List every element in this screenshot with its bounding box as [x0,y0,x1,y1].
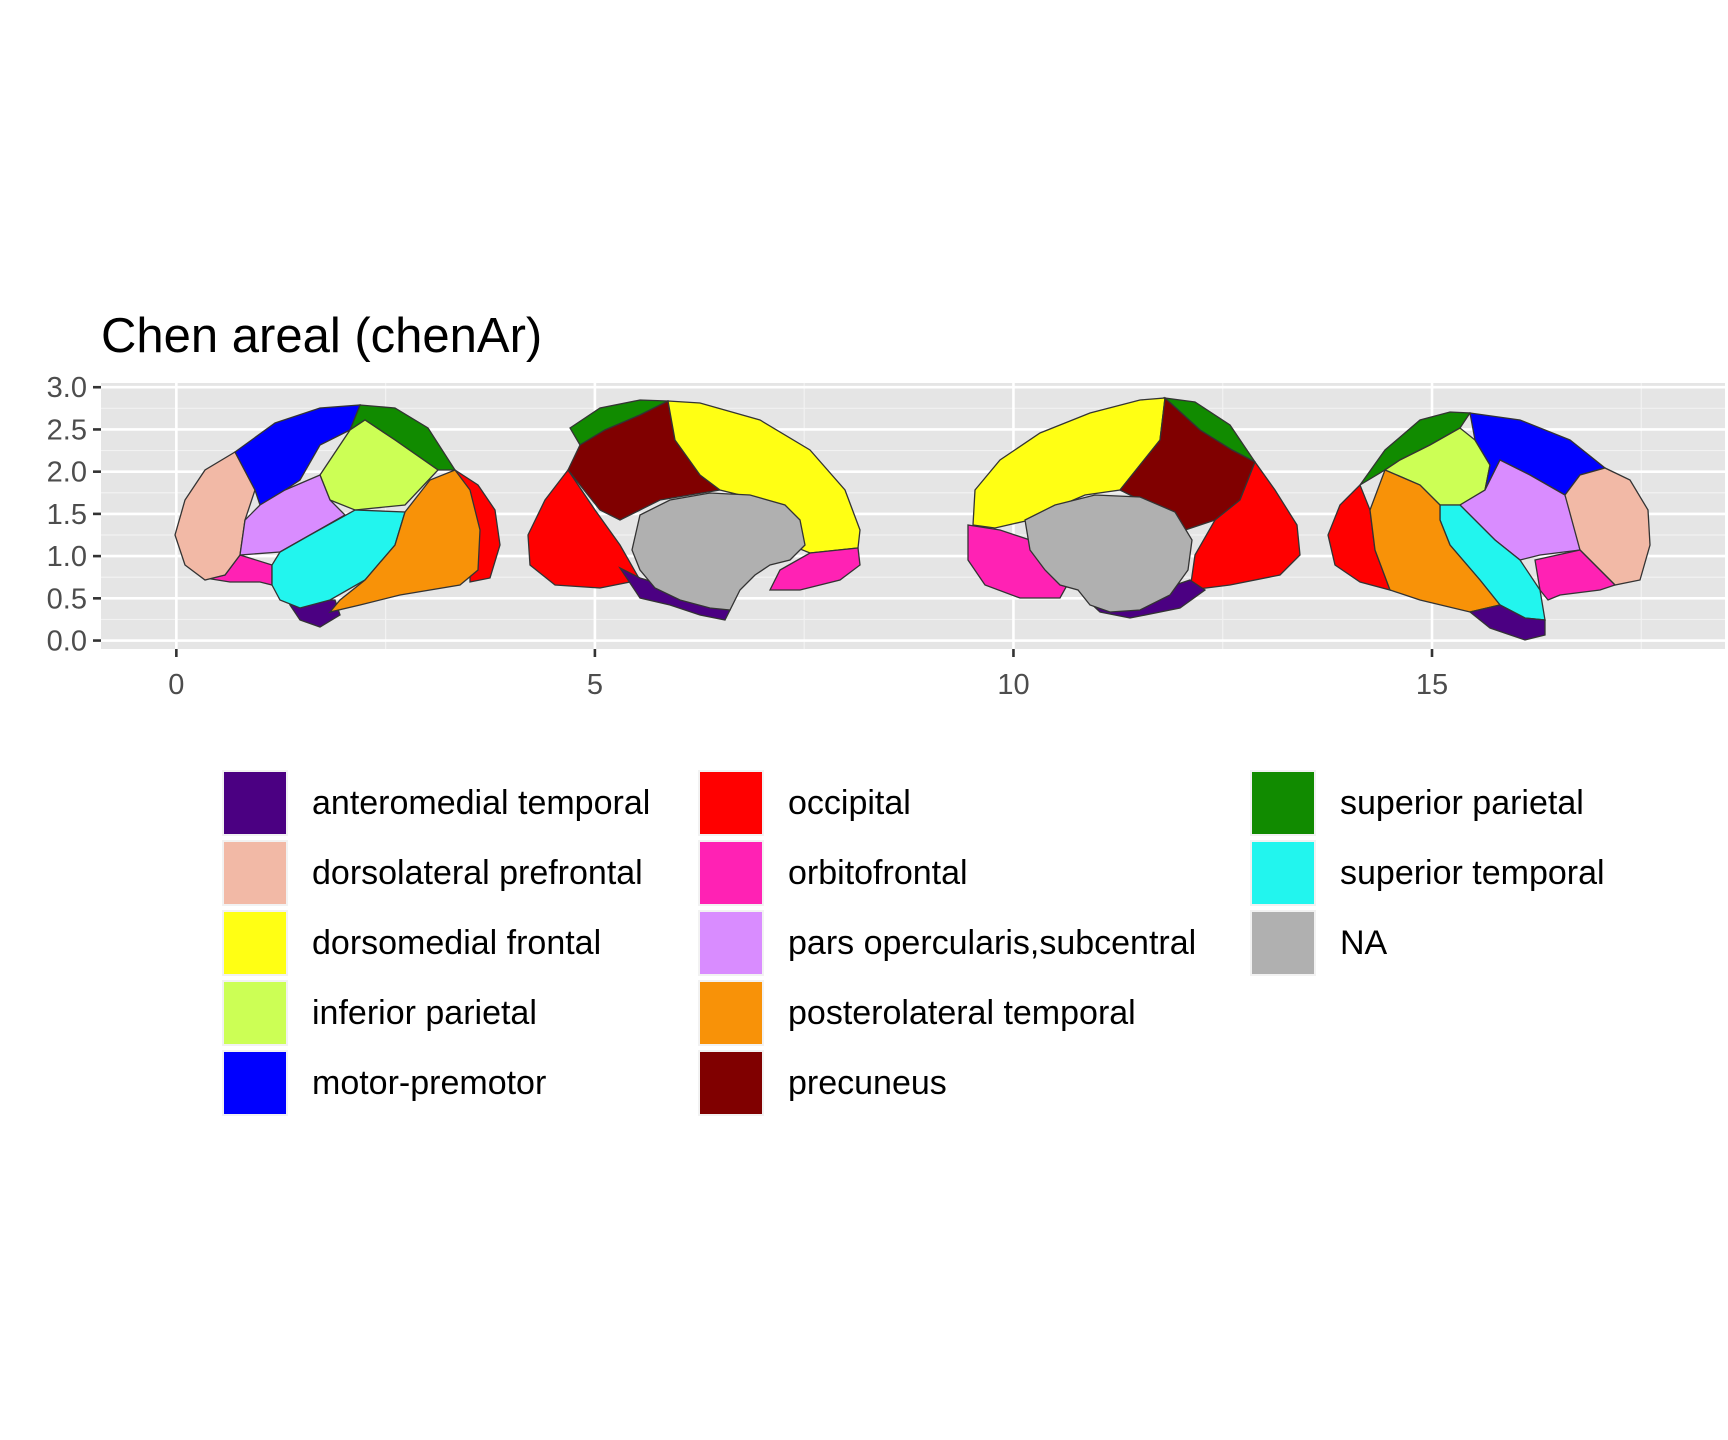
region-occipital [527,468,642,589]
region-anteromedial-temporal [1468,604,1546,641]
x-tick-label: 0 [168,669,184,701]
legend-item-orbitofrontal: orbitofrontal [698,838,968,908]
legend-item-occipital: occipital [698,768,911,838]
chart-title: Chen areal (chenAr) [101,309,543,363]
legend-label: motor-premotor [312,1063,547,1102]
legend-item-superior-temporal: superior temporal [1250,838,1605,908]
legend-label: inferior parietal [312,993,537,1032]
legend-label: anteromedial temporal [312,783,651,822]
region-na [1024,494,1193,613]
y-tick-label: 1.5 [47,499,87,531]
legend: anteromedial temporal dorsolateral prefr… [222,768,1672,1128]
region-orbitofrontal [967,524,1071,599]
legend-item-precuneus: precuneus [698,1048,947,1118]
legend-item-motor-premotor: motor-premotor [222,1048,546,1118]
legend-swatch [698,770,764,836]
legend-item-superior-parietal: superior parietal [1250,768,1584,838]
region-superior-temporal [271,509,406,609]
x-tick-label: 15 [1416,669,1448,701]
region-orbitofrontal [1534,549,1617,601]
region-posterolateral-temporal [328,469,481,614]
legend-label: orbitofrontal [788,853,968,892]
y-tick-label: 2.0 [47,457,87,489]
legend-label: dorsolateral prefrontal [312,853,643,892]
region-na [631,492,806,611]
legend-item-anteromedial-temporal: anteromedial temporal [222,768,650,838]
legend-swatch [222,980,288,1046]
legend-swatch [1250,770,1316,836]
region-posterolateral-temporal [1369,469,1502,613]
legend-item-posterolateral-temporal: posterolateral temporal [698,978,1136,1048]
region-dorsolateral-prefrontal [174,451,256,581]
legend-label: superior parietal [1340,783,1584,822]
y-tick-label: 1.0 [47,541,87,573]
x-tick-label: 10 [997,669,1029,701]
legend-swatch [698,840,764,906]
brain-view-right-lateral [1327,411,1651,641]
x-tick-label: 5 [587,669,603,701]
legend-swatch [1250,910,1316,976]
legend-swatch [1250,840,1316,906]
legend-item-dorsolateral-prefrontal: dorsolateral prefrontal [222,838,643,908]
legend-item-pars-opercularis-subcentral: pars opercularis,subcentral [698,908,1196,978]
brain-view-left-medial [527,399,861,621]
region-motor-premotor [234,404,361,506]
legend-item-na: NA [1250,908,1387,978]
legend-label: posterolateral temporal [788,993,1136,1032]
brain-view-left-lateral [174,404,501,628]
y-tick-label: 0.5 [47,583,87,615]
legend-label: superior temporal [1340,853,1605,892]
legend-label: dorsomedial frontal [312,923,602,962]
legend-swatch [222,910,288,976]
legend-item-dorsomedial-frontal: dorsomedial frontal [222,908,601,978]
legend-label: NA [1340,923,1388,962]
legend-item-inferior-parietal: inferior parietal [222,978,537,1048]
brain-view-right-medial [967,396,1301,619]
legend-swatch [698,910,764,976]
brain-regions [174,396,1651,641]
y-tick-label: 0.0 [47,626,87,658]
region-orbitofrontal [768,547,861,591]
legend-label: occipital [788,783,911,822]
legend-label: pars opercularis,subcentral [788,923,1197,962]
y-tick-label: 2.5 [47,414,87,446]
legend-swatch [222,1050,288,1116]
legend-swatch [698,1050,764,1116]
legend-swatch [698,980,764,1046]
legend-swatch [222,770,288,836]
y-tick-label: 3.0 [47,372,87,404]
region-occipital [1189,460,1301,591]
axis-layer: 0.0 0.5 1.0 1.5 2.0 2.5 3.0 0 5 10 15 [47,372,1448,701]
legend-label: precuneus [788,1063,947,1102]
legend-swatch [222,840,288,906]
